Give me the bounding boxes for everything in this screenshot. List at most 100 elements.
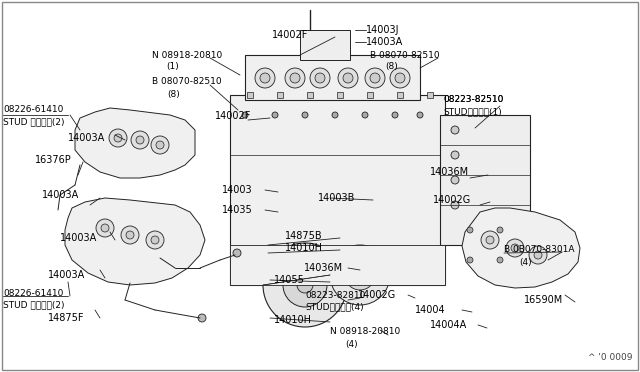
Text: 08223-82510: 08223-82510 (443, 96, 504, 105)
Text: 14035: 14035 (222, 205, 253, 215)
Bar (440, 115, 530, 245)
Text: (4): (4) (345, 340, 358, 349)
Circle shape (417, 112, 423, 118)
Text: N 08918-20810: N 08918-20810 (330, 327, 400, 337)
Circle shape (101, 224, 109, 232)
Circle shape (136, 136, 144, 144)
Text: 14003A: 14003A (42, 190, 79, 200)
Bar (230, 95, 445, 285)
Circle shape (151, 236, 159, 244)
Circle shape (343, 73, 353, 83)
Circle shape (534, 251, 542, 259)
Bar (337, 92, 343, 98)
Circle shape (290, 73, 300, 83)
Circle shape (330, 245, 390, 305)
Text: 14002G: 14002G (433, 195, 471, 205)
Circle shape (109, 129, 127, 147)
Text: 08226-61410: 08226-61410 (3, 289, 63, 298)
Circle shape (96, 219, 114, 237)
Circle shape (395, 73, 405, 83)
Circle shape (467, 257, 473, 263)
Text: 14004A: 14004A (430, 320, 467, 330)
Text: 14004: 14004 (415, 305, 445, 315)
Bar (247, 92, 253, 98)
Text: 16376P: 16376P (35, 155, 72, 165)
Text: 08223-82510: 08223-82510 (443, 96, 504, 105)
Bar (300, 30, 350, 60)
Text: 14036M: 14036M (430, 167, 469, 177)
Text: 14875B: 14875B (285, 231, 323, 241)
Circle shape (451, 201, 459, 209)
Circle shape (345, 260, 375, 290)
Text: 16590M: 16590M (524, 295, 563, 305)
Circle shape (121, 226, 139, 244)
Text: (1): (1) (166, 62, 179, 71)
Text: STUDスタッド(4): STUDスタッド(4) (305, 302, 364, 311)
Text: 14010H: 14010H (285, 243, 323, 253)
Text: 14003A: 14003A (366, 37, 403, 47)
Circle shape (146, 231, 164, 249)
Circle shape (392, 112, 398, 118)
Text: 08226-61410: 08226-61410 (3, 106, 63, 115)
Text: 14003A: 14003A (60, 233, 97, 243)
Circle shape (310, 68, 330, 88)
Text: 14055: 14055 (274, 275, 305, 285)
Text: B 08070-82510: B 08070-82510 (370, 51, 440, 60)
Bar (367, 92, 373, 98)
Circle shape (285, 68, 305, 88)
Circle shape (263, 243, 347, 327)
Circle shape (451, 151, 459, 159)
Circle shape (198, 314, 206, 322)
Text: 14010H: 14010H (274, 315, 312, 325)
Circle shape (451, 126, 459, 134)
Circle shape (242, 112, 248, 118)
Circle shape (126, 231, 134, 239)
Circle shape (114, 134, 122, 142)
Text: B 08070-82510: B 08070-82510 (152, 77, 221, 87)
Circle shape (283, 263, 327, 307)
Bar (277, 92, 283, 98)
Circle shape (497, 227, 503, 233)
Text: STUD スタッド(2): STUD スタッド(2) (3, 118, 65, 126)
Text: 14036M: 14036M (304, 263, 343, 273)
Text: 14003A: 14003A (68, 133, 105, 143)
Circle shape (260, 73, 270, 83)
Text: 08223-82810: 08223-82810 (305, 291, 365, 299)
Circle shape (481, 231, 499, 249)
Text: STUDスタッド(1): STUDスタッド(1) (443, 108, 502, 116)
Text: 14003B: 14003B (318, 193, 355, 203)
Text: STUD スタッド(2): STUD スタッド(2) (3, 301, 65, 310)
Circle shape (332, 112, 338, 118)
Text: (8): (8) (385, 62, 397, 71)
Polygon shape (65, 198, 205, 285)
Text: 14003J: 14003J (366, 25, 399, 35)
Text: 14003A: 14003A (48, 270, 85, 280)
Circle shape (315, 73, 325, 83)
Circle shape (362, 112, 368, 118)
Text: ^ '0 0009: ^ '0 0009 (588, 353, 632, 362)
Circle shape (506, 239, 524, 257)
Text: (4): (4) (519, 257, 532, 266)
Text: (8): (8) (167, 90, 180, 99)
Circle shape (272, 112, 278, 118)
Polygon shape (75, 108, 195, 178)
Text: B 0B070-8301A: B 0B070-8301A (504, 246, 575, 254)
Circle shape (497, 257, 503, 263)
Bar (230, 245, 445, 285)
Text: 14002F: 14002F (215, 111, 252, 121)
Bar (307, 92, 313, 98)
Circle shape (233, 249, 241, 257)
Text: 14002F: 14002F (272, 30, 308, 40)
Circle shape (131, 131, 149, 149)
Text: 14002G: 14002G (358, 290, 396, 300)
Circle shape (302, 112, 308, 118)
Circle shape (297, 277, 313, 293)
Bar (427, 92, 433, 98)
Circle shape (365, 68, 385, 88)
Text: N 08918-20810: N 08918-20810 (152, 51, 222, 60)
Circle shape (151, 136, 169, 154)
Circle shape (255, 68, 275, 88)
Text: 14003: 14003 (222, 185, 253, 195)
Circle shape (390, 68, 410, 88)
Bar (397, 92, 403, 98)
